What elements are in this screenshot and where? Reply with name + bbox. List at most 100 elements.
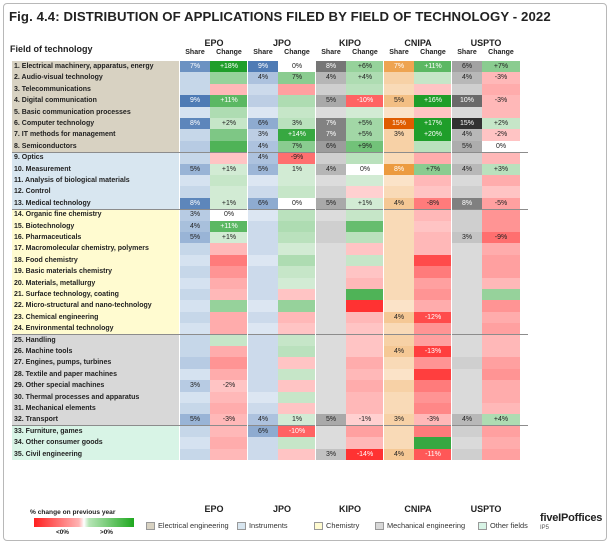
row-label: 6. Computer technology (14, 120, 95, 127)
share-cell (248, 152, 278, 164)
share-value: 4% (461, 416, 473, 424)
row-label-bg (12, 129, 179, 141)
share-cell (316, 323, 346, 335)
row-label-bg (12, 277, 179, 289)
office-header-jpo: JPO (272, 38, 291, 48)
change-value: -2% (494, 131, 508, 139)
share-cell (452, 289, 482, 301)
row-label-bg (12, 232, 179, 244)
change-cell (210, 437, 248, 449)
share-cell (316, 266, 346, 278)
share-cell (316, 380, 346, 392)
change-cell (482, 368, 520, 381)
share-value: 4% (461, 74, 473, 82)
share-value: 6% (257, 120, 269, 127)
share-cell (180, 163, 210, 175)
change-value: -3% (426, 416, 440, 424)
change-value: +1% (221, 234, 237, 241)
change-cell (278, 266, 316, 278)
row-label-bg (12, 118, 179, 130)
change-value: +1% (221, 199, 237, 207)
change-cell (210, 209, 248, 221)
share-cell (316, 346, 346, 358)
share-value: 4% (461, 131, 473, 139)
share-cell (248, 254, 278, 267)
change-value: +11% (220, 222, 238, 230)
bottom-office-label-epo: EPO (204, 504, 224, 514)
change-value: +6% (357, 63, 373, 70)
share-cell (248, 220, 278, 232)
share-cell (180, 209, 210, 221)
change-cell (414, 175, 452, 187)
share-cell (248, 300, 278, 312)
share-cell (452, 277, 482, 289)
share-value: 15% (459, 120, 474, 127)
change-cell (346, 311, 384, 324)
legend-item-chemistry: Chemistry (314, 521, 359, 530)
share-cell (452, 186, 482, 198)
change-value: +20% (423, 131, 443, 139)
office-separator (315, 61, 316, 460)
share-cell (180, 277, 210, 289)
share-cell (452, 163, 482, 175)
change-cell (414, 140, 452, 153)
share-cell (384, 254, 414, 267)
change-cell (278, 403, 316, 415)
change-cell (482, 254, 520, 267)
row-label: 5. Basic communication processes (14, 108, 131, 116)
share-cell (316, 311, 346, 324)
change-cell (346, 197, 384, 210)
legend-item-mechanical-engineering: Mechanical engineering (375, 521, 465, 530)
change-cell (346, 152, 384, 164)
share-value: 4% (257, 154, 269, 162)
change-cell (346, 129, 384, 141)
row-label-bg (12, 209, 179, 221)
legend-label: Electrical engineering (158, 521, 229, 530)
office-separator (247, 61, 248, 460)
brand-tagline: IP5 (540, 525, 550, 531)
share-cell (384, 357, 414, 369)
change-cell (346, 357, 384, 369)
change-cell (346, 209, 384, 221)
bottom-office-label-jpo: JPO (272, 504, 291, 514)
row-label: 3. Telecommunications (14, 85, 91, 93)
share-cell (248, 118, 278, 130)
share-cell (452, 334, 482, 346)
row-label-bg (12, 61, 179, 73)
row-label: 35. Civil engineering (14, 450, 83, 458)
change-cell (346, 323, 384, 335)
share-cell (316, 186, 346, 198)
change-cell (346, 232, 384, 244)
change-cell (210, 380, 248, 392)
change-cell (482, 152, 520, 164)
change-value: -14% (356, 450, 374, 458)
change-cell (482, 448, 520, 460)
change-cell (278, 243, 316, 255)
share-cell (384, 380, 414, 392)
change-cell (482, 437, 520, 449)
share-cell (384, 414, 414, 426)
change-value: -3% (222, 416, 236, 424)
legend-negative-label: <0% (56, 529, 69, 536)
change-cell (278, 357, 316, 369)
share-value: 7% (325, 131, 337, 139)
share-cell (248, 95, 278, 107)
share-cell (180, 437, 210, 449)
share-cell (384, 448, 414, 460)
share-cell (180, 289, 210, 301)
row-label-bg (12, 140, 179, 153)
change-value: +5% (357, 131, 373, 139)
change-cell (414, 220, 452, 232)
row-label-bg (12, 152, 179, 164)
change-cell (278, 289, 316, 301)
change-cell (414, 437, 452, 449)
share-cell (384, 425, 414, 438)
change-cell (414, 209, 452, 221)
share-cell (180, 175, 210, 187)
change-cell (278, 334, 316, 346)
share-cell (180, 448, 210, 460)
change-value: +2% (493, 120, 509, 127)
legend-swatch (314, 521, 323, 530)
share-cell (316, 197, 346, 210)
share-cell (180, 380, 210, 392)
